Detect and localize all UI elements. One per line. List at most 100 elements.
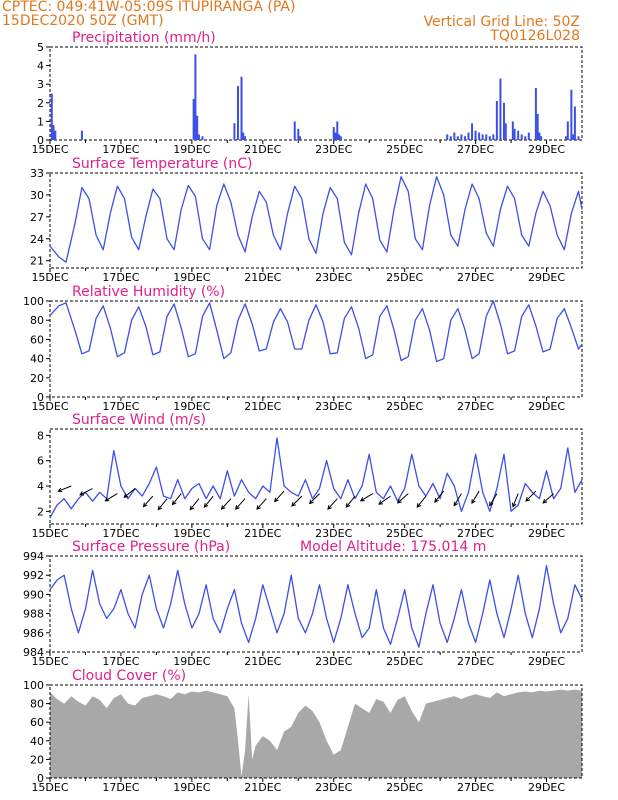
precipitation-bar — [540, 136, 543, 140]
cloud-cover-ytick-label: 100 — [23, 679, 44, 692]
precipitation-bar — [467, 132, 470, 140]
wind-arrow — [79, 488, 93, 496]
precipitation-bar — [499, 78, 502, 140]
wind-arrow — [291, 495, 303, 507]
precipitation-bar — [339, 136, 342, 140]
precipitation-bar — [233, 123, 236, 140]
precipitation-bar — [334, 132, 337, 140]
humidity-panel: Relative Humidity (%) 0 20 40 60 80 100 15DEC 17… — [23, 284, 583, 413]
wind-xtick-label: 15DEC — [31, 527, 68, 540]
humidity-xtick-label: 21DEC — [244, 400, 281, 413]
pressure-xtick-label: 25DEC — [386, 655, 423, 668]
temperature-xtick-label: 19DEC — [173, 271, 210, 284]
precipitation-bar — [197, 134, 200, 140]
wind-arrow — [434, 490, 445, 503]
wind-ytick-label: 6 — [37, 455, 44, 468]
humidity-ytick-label: 20 — [30, 372, 44, 385]
wind-arrow — [542, 493, 554, 504]
precipitation-bar — [485, 134, 488, 140]
temperature-xtick-label: 27DEC — [457, 271, 494, 284]
pressure-ytick-label: 986 — [23, 627, 44, 640]
humidity-ytick-label: 0 — [37, 391, 44, 404]
precipitation-bar — [240, 76, 243, 140]
precipitation-bar — [460, 134, 463, 140]
wind-arrow — [104, 493, 118, 502]
wind-xtick-label: 29DEC — [528, 527, 565, 540]
precipitation-bar — [502, 102, 505, 140]
cloud-cover-title: Cloud Cover (%) — [72, 668, 186, 684]
wind-arrow — [235, 498, 246, 510]
cloud-cover-area — [50, 689, 582, 778]
precipitation-bar — [201, 136, 204, 140]
wind-xtick-label: 25DEC — [386, 527, 423, 540]
wind-arrow — [396, 493, 409, 504]
precipitation-ytick-label: 3 — [37, 78, 44, 91]
temperature-xtick-label: 17DEC — [102, 271, 139, 284]
humidity-series-line — [49, 300, 583, 363]
precipitation-bar — [471, 123, 474, 140]
precipitation-ytick-label: 4 — [37, 60, 44, 73]
precipitation-bar — [192, 99, 195, 140]
humidity-xtick-label: 15DEC — [31, 400, 68, 413]
precipitation-frame — [49, 46, 583, 141]
precipitation-bar — [534, 87, 537, 140]
cloud-cover-ytick-label: 20 — [30, 753, 44, 766]
wind-ytick-label: 4 — [37, 480, 44, 493]
cloud-cover-xtick-label: 25DEC — [386, 781, 423, 794]
wind-arrow — [453, 493, 462, 507]
wind-arrow — [345, 495, 356, 508]
precipitation-xtick-label: 21DEC — [244, 143, 281, 156]
wind-xtick-label: 23DEC — [315, 527, 352, 540]
precipitation-xtick-label: 23DEC — [315, 143, 352, 156]
header-model-code: TQ0126L028 — [490, 28, 580, 44]
wind-arrow — [274, 490, 285, 503]
pressure-xtick-label: 19DEC — [173, 655, 210, 668]
temperature-title: Surface Temperature (nC) — [72, 156, 253, 172]
cloud-cover-xtick-label: 15DEC — [31, 781, 68, 794]
temperature-series-line — [49, 176, 583, 263]
wind-title: Surface Wind (m/s) — [72, 412, 206, 428]
humidity-xtick-label: 17DEC — [102, 400, 139, 413]
header-grid-line: Vertical Grid Line: 50Z — [423, 14, 580, 30]
precipitation-xtick-label: 25DEC — [386, 143, 423, 156]
precipitation-bar — [297, 128, 300, 140]
precipitation-bar — [446, 134, 449, 140]
cloud-cover-border — [49, 684, 583, 779]
precipitation-bar — [573, 106, 576, 140]
precipitation-bar — [299, 136, 302, 140]
pressure-frame — [49, 555, 583, 653]
temperature-ytick-label: 33 — [30, 167, 44, 180]
wind-arrow — [57, 485, 72, 493]
pressure-ytick-label: 990 — [23, 588, 44, 601]
cloud-cover-ytick-label: 0 — [37, 772, 44, 785]
precipitation-ytick-label: 5 — [37, 41, 44, 54]
precipitation-bar — [80, 130, 83, 140]
precipitation-bar — [463, 136, 466, 140]
precipitation-bar — [338, 134, 341, 140]
humidity-xtick-label: 19DEC — [173, 400, 210, 413]
cloud-cover-ytick-label: 40 — [30, 735, 44, 748]
temperature-xtick-label: 29DEC — [528, 271, 565, 284]
precipitation-bar — [50, 93, 53, 140]
wind-arrow — [308, 493, 320, 505]
precipitation-bar — [54, 130, 57, 140]
header-location: CPTEC: 049:41W-05:09S ITUPIRANGA (PA) — [2, 0, 296, 15]
humidity-xtick-label: 29DEC — [528, 400, 565, 413]
wind-arrow — [123, 488, 136, 498]
wind-xtick-label: 27DEC — [457, 527, 494, 540]
precipitation-bar — [196, 115, 199, 140]
precipitation-bar — [474, 130, 477, 140]
humidity-ytick-label: 60 — [30, 333, 44, 346]
pressure-ytick-label: 992 — [23, 569, 44, 582]
precipitation-bar — [492, 134, 495, 140]
wind-arrow — [171, 493, 182, 506]
precipitation-bar — [517, 130, 520, 140]
precipitation-ytick-label: 1 — [37, 115, 44, 128]
precipitation-bar — [453, 132, 456, 140]
precipitation-bar — [536, 113, 539, 140]
pressure-title: Surface Pressure (hPa) — [72, 539, 230, 555]
humidity-title: Relative Humidity (%) — [72, 284, 225, 300]
wind-xtick-label: 21DEC — [244, 527, 281, 540]
cloud-cover-xtick-label: 27DEC — [457, 781, 494, 794]
